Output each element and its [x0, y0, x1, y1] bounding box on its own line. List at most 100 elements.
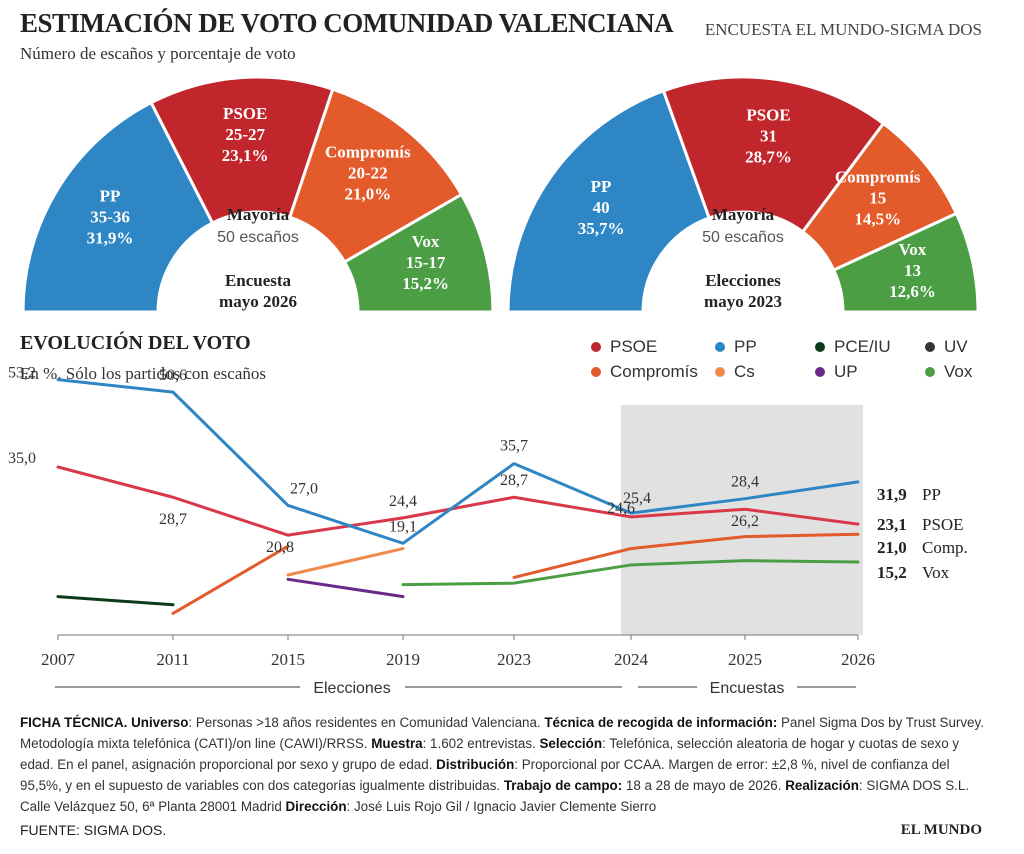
- data-label-pp: 50,6: [159, 367, 187, 384]
- distribucion-label: Distribución: [436, 757, 515, 772]
- segment-label-compromis: 21,0%: [344, 185, 391, 204]
- hemicycle-charts: PP 35-36 31,9% PSOE 25-27 23,1% Compromís 20-22…: [21, 75, 980, 314]
- hemicycle-caption: Elecciones: [705, 271, 781, 290]
- legend-label-pp: PP: [734, 337, 757, 356]
- data-label-psoe: 28,7: [500, 472, 528, 489]
- series-line-pp: [56, 378, 860, 545]
- majority-seats: 50 escaños: [217, 229, 299, 246]
- technical-sheet: FICHA TÉCNICA. Universo: Personas >18 añ…: [20, 712, 995, 817]
- x-tick-label: 2024: [614, 650, 649, 669]
- segment-label-compromis: 14,5%: [854, 210, 901, 229]
- x-tick-label: 2015: [271, 650, 305, 669]
- segment-label-psoe: 23,1%: [222, 146, 269, 165]
- segment-label-compromis: Compromís: [325, 143, 411, 162]
- series-line-compromis: [512, 532, 860, 579]
- seat-segment-vox: [342, 192, 495, 314]
- seat-segment-psoe: [149, 75, 335, 225]
- end-value-vox: 15,2: [877, 563, 907, 582]
- evolution-title: EVOLUCIÓN DEL VOTO: [20, 332, 251, 354]
- seat-segment-pp: [21, 100, 215, 314]
- segment-label-psoe: 31: [760, 126, 777, 145]
- segment-label-vox: Vox: [899, 240, 927, 259]
- vote-evolution-chart: 2007 2011 2015 2019 2023 2024 2025 2026 Eleccion…: [8, 337, 973, 697]
- seat-segment-psoe: [661, 75, 886, 234]
- data-label-psoe: 20,8: [266, 539, 294, 556]
- seleccion-label: Selección: [539, 736, 603, 751]
- data-label-pp: 28,4: [731, 474, 759, 491]
- x-tick-label: 2011: [156, 650, 189, 669]
- end-name-psoe: PSOE: [922, 515, 964, 534]
- tecnica-text: Panel Sigma Dos by Trust Survey. Metodol…: [20, 715, 984, 751]
- segment-label-psoe: PSOE: [223, 104, 267, 123]
- segment-label-vox: 15,2%: [402, 274, 449, 293]
- series-line-compromis: [171, 544, 290, 615]
- survey-source: ENCUESTA EL MUNDO-SIGMA DOS: [704, 20, 982, 39]
- x-tick-label: 2026: [841, 650, 875, 669]
- page-title: ESTIMACIÓN DE VOTO COMUNIDAD VALENCIANA: [20, 8, 674, 38]
- x-tick-label: 2019: [386, 650, 420, 669]
- series-line-up: [286, 577, 405, 599]
- hemicycle-2: PP 40 35,7% PSOE 31 28,7% Compromís 15 14,5% Vox 1…: [506, 75, 980, 314]
- end-name-vox: Vox: [922, 563, 950, 582]
- end-value-psoe: 23,1: [877, 515, 907, 534]
- segment-label-pp: 35,7%: [578, 219, 625, 238]
- legend-swatch-up: [815, 367, 825, 377]
- hemicycle-1: PP 35-36 31,9% PSOE 25-27 23,1% Compromís 20-22…: [21, 75, 495, 314]
- segment-label-psoe: 28,7%: [745, 147, 792, 166]
- distribucion-text: : Proporcional por CCAA. Margen de error…: [20, 757, 950, 793]
- legend-label-vox: Vox: [944, 362, 973, 381]
- hemicycle-caption-date: mayo 2023: [704, 292, 782, 311]
- data-label-pp: 25,4: [623, 490, 651, 507]
- data-label-psoe: 28,7: [159, 511, 187, 528]
- majority-label: Mayoría: [712, 205, 775, 224]
- seat-segment-vox: [831, 211, 980, 314]
- data-label-psoe: 26,2: [731, 513, 759, 530]
- source-credit: FUENTE: SIGMA DOS.: [20, 822, 167, 838]
- realizacion-label: Realización: [785, 778, 859, 793]
- legend-swatch-uv: [925, 342, 935, 352]
- universo-label: Universo: [131, 715, 189, 730]
- evolution-subtitle: En %. Sólo los partidos con escaños: [20, 364, 266, 383]
- segment-label-vox: 15-17: [406, 253, 446, 272]
- legend-swatch-cs: [715, 367, 725, 377]
- legend-label-psoe: PSOE: [610, 337, 657, 356]
- data-label-pp: 27,0: [290, 480, 318, 497]
- universo-text: : Personas >18 años residentes en Comuni…: [188, 715, 545, 730]
- page-subtitle: Número de escaños y porcentaje de voto: [20, 44, 296, 63]
- data-label-pp: 53,2: [8, 365, 36, 382]
- hemicycle-caption: Encuesta: [225, 271, 292, 290]
- end-name-pp: PP: [922, 485, 941, 504]
- x-tick-label: 2025: [728, 650, 762, 669]
- legend-swatch-compromis: [591, 367, 601, 377]
- segment-label-compromis: 20-22: [348, 164, 388, 183]
- polls-label: Encuestas: [710, 680, 785, 697]
- segment-label-compromis: 15: [869, 189, 886, 208]
- segment-label-psoe: 25-27: [225, 125, 265, 144]
- series-line-pce-iu: [56, 595, 175, 607]
- x-tick-label: 2023: [497, 650, 531, 669]
- legend-label-uv: UV: [944, 337, 968, 356]
- end-name-comp: Comp.: [922, 538, 968, 557]
- x-tick-label: 2007: [41, 650, 76, 669]
- segment-label-compromis: Compromís: [835, 168, 921, 187]
- segment-label-pp: 31,9%: [87, 228, 134, 247]
- segment-label-psoe: PSOE: [746, 105, 790, 124]
- legend-label-up: UP: [834, 362, 858, 381]
- series-line-psoe: [56, 465, 860, 537]
- segment-label-pp: 40: [593, 198, 610, 217]
- majority-label: Mayoría: [227, 205, 290, 224]
- direccion-label: Dirección: [285, 799, 347, 814]
- ficha-label: FICHA TÉCNICA.: [20, 715, 128, 730]
- legend-swatch-pce-iu: [815, 342, 825, 352]
- data-label-pp: 35,7: [500, 438, 528, 455]
- legend-swatch-vox: [925, 367, 935, 377]
- seat-segment-pp: [506, 88, 712, 314]
- realizacion-text: : SIGMA DOS S.L. Calle Velázquez 50, 6ª …: [20, 778, 970, 814]
- segment-label-vox: 12,6%: [889, 282, 936, 301]
- data-label-psoe: 35,0: [8, 450, 36, 467]
- end-value-comp: 21,0: [877, 538, 907, 557]
- end-value-pp: 31,9: [877, 485, 907, 504]
- segment-label-pp: PP: [591, 177, 612, 196]
- segment-label-pp: PP: [100, 186, 121, 205]
- tecnica-label: Técnica de recogida de información:: [544, 715, 778, 730]
